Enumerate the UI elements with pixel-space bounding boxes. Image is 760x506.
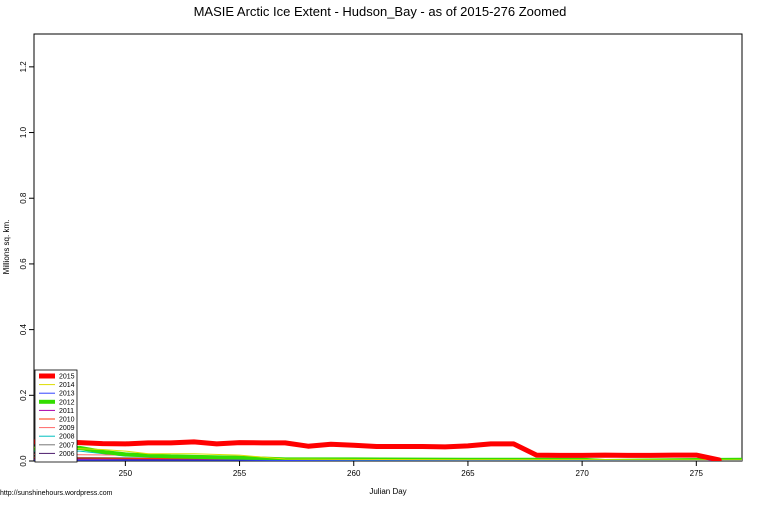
x-tick-label: 255 bbox=[233, 469, 247, 478]
x-tick-label: 265 bbox=[461, 469, 475, 478]
y-axis: 0.0 0.2 0.4 0.6 0.8 1.0 1.2 bbox=[19, 61, 34, 467]
series-line-2014 bbox=[34, 446, 742, 461]
x-tick-label: 275 bbox=[690, 469, 704, 478]
chart-title: MASIE Arctic Ice Extent - Hudson_Bay - a… bbox=[194, 4, 567, 19]
legend-label-2013: 2013 bbox=[59, 391, 75, 398]
series-line-2015 bbox=[34, 439, 722, 461]
legend-label-2014: 2014 bbox=[59, 382, 75, 389]
legend-box bbox=[34, 369, 78, 463]
y-tick-label: 0.4 bbox=[19, 324, 28, 336]
legend-label-2010: 2010 bbox=[59, 417, 75, 424]
y-tick-label: 0.8 bbox=[19, 192, 28, 204]
legend-label-2011: 2011 bbox=[59, 408, 74, 415]
y-tick-label: 0.2 bbox=[19, 389, 28, 401]
plot-frame bbox=[33, 33, 743, 462]
series-layer bbox=[34, 439, 742, 461]
legend-label-2015: 2015 bbox=[59, 374, 75, 381]
x-axis-label: Julian Day bbox=[369, 487, 406, 496]
y-tick-label: 0.0 bbox=[19, 455, 28, 467]
legend-label-2012: 2012 bbox=[59, 399, 75, 406]
credit-text: http://sunshinehours.wordpress.com bbox=[0, 490, 113, 497]
y-tick-label: 1.0 bbox=[19, 126, 28, 138]
legend-label-2009: 2009 bbox=[59, 425, 75, 432]
y-tick-label: 0.6 bbox=[19, 258, 28, 270]
legend-label-2008: 2008 bbox=[59, 434, 75, 441]
y-tick-label: 1.2 bbox=[19, 61, 28, 73]
x-tick-label: 250 bbox=[119, 469, 133, 478]
legend-label-2007: 2007 bbox=[59, 442, 75, 449]
x-tick-label: 270 bbox=[575, 469, 589, 478]
legend-label-2006: 2006 bbox=[59, 451, 75, 458]
x-axis: 250 255 260 265 270 275 bbox=[119, 461, 704, 478]
y-axis-label: Millions sq. km. bbox=[2, 220, 11, 275]
x-tick-label: 260 bbox=[347, 469, 361, 478]
